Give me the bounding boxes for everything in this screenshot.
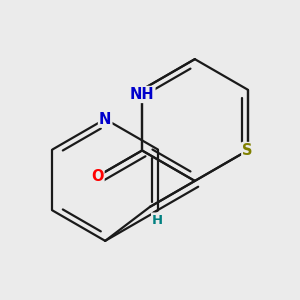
Text: S: S [242, 143, 253, 158]
Text: NH: NH [130, 87, 154, 102]
Text: H: H [152, 214, 163, 226]
Text: O: O [91, 169, 103, 184]
Text: N: N [99, 112, 111, 127]
